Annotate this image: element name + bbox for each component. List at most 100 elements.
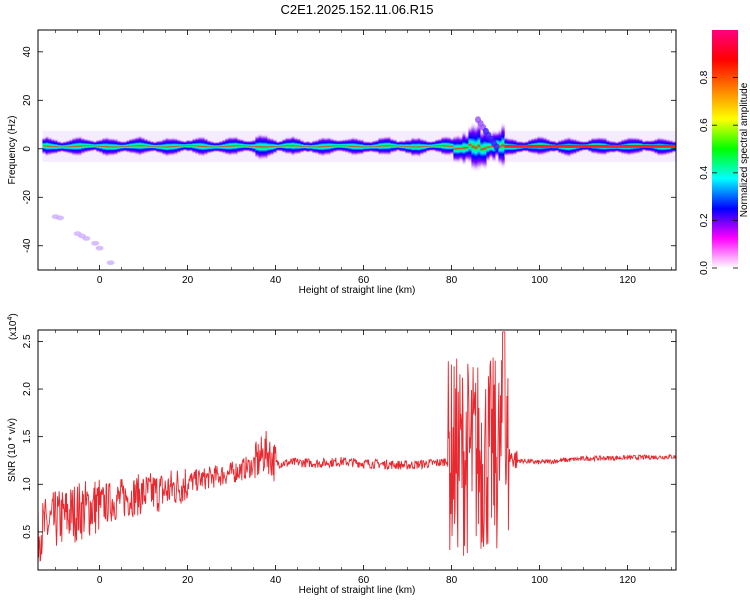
- spectrogram-band-segment: [183, 140, 187, 152]
- spectrogram-band-segment: [357, 137, 361, 157]
- spectrogram-x-tick-label: 100: [531, 275, 548, 286]
- spectrogram-band-segment: [201, 135, 205, 158]
- spectrogram-band-segment: [432, 139, 436, 152]
- spectrogram-band-segment: [300, 138, 304, 154]
- spectrogram-band-segment: [225, 136, 229, 157]
- colorbar-tick-label: 0.6: [699, 118, 710, 132]
- spectrogram-band-segment: [267, 135, 271, 159]
- spectrogram-y-tick-label: -20: [22, 190, 33, 205]
- spectrogram-band-segment: [375, 138, 379, 155]
- spectrogram-band-segment: [195, 136, 199, 156]
- spectrogram-band-segment: [135, 135, 139, 157]
- spectrogram-panel: 0 20 40 60 80 100 120 -40 -20 0 20 40 Height of str…: [7, 29, 677, 296]
- spectrogram-y-tick-label: 20: [22, 94, 33, 106]
- spectrogram-band-segment: [339, 138, 343, 153]
- colorbar-tick-label: 0.0: [699, 261, 710, 275]
- spectrogram-band-segment: [366, 140, 370, 154]
- spectrogram-band-segment: [441, 135, 445, 157]
- spectrogram-band-segment: [423, 138, 427, 155]
- colorbar-tick-label: 0.4: [699, 165, 710, 179]
- spectrogram-y-label: Frequency (Hz): [7, 116, 18, 185]
- spectrogram-band-segment: [318, 136, 322, 157]
- spectrogram-band-segment: [222, 138, 226, 155]
- spectrogram-band-segment: [405, 138, 409, 156]
- spectrogram-band-segment: [411, 135, 415, 158]
- spectrogram-band-segment: [285, 136, 289, 156]
- spectrogram-band-segment: [51, 137, 55, 156]
- spectrogram-band-segment: [207, 138, 211, 155]
- spectrogram-band-segment: [96, 138, 100, 154]
- colorbar-label: Normalized spectral amplitude: [739, 82, 750, 217]
- spectrogram-x-tick-label: 80: [446, 275, 458, 286]
- spectrogram-band-segment: [342, 138, 346, 154]
- spectrogram-band-segment: [78, 134, 82, 158]
- spectrogram-band-segment: [447, 135, 451, 158]
- spectrogram-y-tick-label: -40: [22, 238, 33, 253]
- spectrogram-band-segment: [273, 138, 277, 155]
- spectrogram-band-segment: [213, 141, 217, 153]
- spectrogram-band-segment: [57, 140, 61, 154]
- spectrogram-band-segment: [402, 139, 406, 154]
- colorbar-ticks: 0.0 0.2 0.4 0.6 0.8: [699, 70, 738, 275]
- spectrogram-band-segment: [333, 138, 337, 154]
- spectrogram-band-segment: [45, 134, 49, 158]
- snr-scale-text: (x10: [8, 320, 19, 340]
- figure-title: C2E1.2025.152.11.06.R15: [281, 2, 434, 17]
- spectrogram-band-segment: [453, 133, 457, 164]
- spectrogram-band-segment: [129, 137, 133, 155]
- spectrogram-band-segment: [90, 139, 94, 153]
- spectrogram-band-segment: [174, 136, 178, 156]
- spectrogram-band-segment: [330, 137, 334, 155]
- spectrogram-band-segment: [84, 137, 88, 155]
- spectrogram-band-segment: [474, 122, 478, 174]
- spectrogram-band-segment: [117, 139, 121, 155]
- spectrogram-band-segment: [306, 139, 310, 154]
- spectrogram-band-segment: [417, 135, 421, 159]
- spectrogram-band-segment: [120, 140, 124, 154]
- spectrogram-band-segment: [345, 137, 349, 155]
- spectrogram-band-segment: [147, 138, 151, 154]
- spectrogram-band-segment: [459, 134, 463, 163]
- spectrogram-band-segment: [189, 139, 193, 153]
- snr-plot-area: [38, 331, 676, 562]
- spectrogram-band-segment: [231, 135, 235, 157]
- spectrogram-band-segment: [141, 135, 145, 156]
- spectrogram-band-segment: [315, 138, 319, 156]
- spectrogram-band-segment: [276, 140, 280, 153]
- spectrogram-band-segment: [324, 136, 328, 157]
- spectrogram-band-segment: [279, 139, 283, 153]
- snr-y-tick-label: 1.0: [22, 477, 33, 491]
- spectrogram-x-tick-label: 60: [358, 275, 370, 286]
- spectrogram-band-segment: [48, 136, 52, 157]
- spectrogram-y-tick-label: 0: [22, 146, 33, 152]
- snr-y-tick-label: 2.0: [22, 382, 33, 396]
- spectrogram-band-segment: [198, 135, 202, 158]
- snr-y-label: SNR (10 * v/v): [7, 418, 18, 482]
- spectrogram-band-segment: [282, 137, 286, 155]
- spectrogram-band-segment: [102, 136, 106, 157]
- spectrogram-band-segment: [294, 136, 298, 156]
- snr-x-label: Height of straight line (km): [299, 585, 416, 596]
- spectrogram-band-segment: [258, 132, 262, 162]
- colorbar-tick-label: 0.8: [699, 70, 710, 84]
- spectrogram-band-segment: [426, 140, 430, 153]
- snr-y-tick-label: 2.5: [22, 334, 33, 348]
- spectrogram-band-segment: [351, 135, 355, 157]
- spectrogram-band-segment: [75, 135, 79, 158]
- spectrogram-band-segment: [489, 133, 493, 160]
- spectrogram-band-segment: [483, 126, 487, 171]
- spectrogram-plot-area: [42, 116, 676, 266]
- spectrogram-band-segment: [429, 140, 433, 152]
- spectrogram-band-segment: [393, 138, 397, 154]
- spectrogram-band-segment: [54, 138, 58, 156]
- spectrogram-x-tick-label: 0: [97, 275, 103, 286]
- spectrogram-band-segment: [63, 140, 67, 154]
- spectrogram-band-segment: [159, 139, 163, 155]
- spectrogram-band-segment: [360, 138, 364, 156]
- spectrogram-x-label: Height of straight line (km): [299, 285, 416, 296]
- spectrogram-band-segment: [66, 139, 70, 155]
- spectrogram-band-segment: [252, 138, 256, 155]
- spectrogram-band-segment: [114, 137, 118, 157]
